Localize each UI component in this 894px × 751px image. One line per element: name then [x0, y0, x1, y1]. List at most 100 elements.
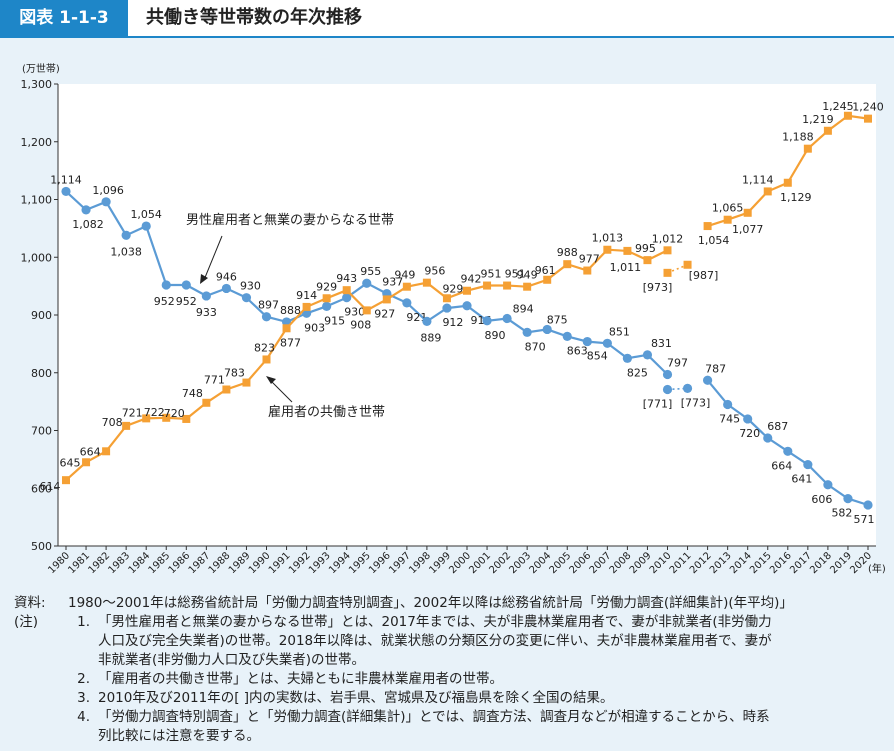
source-label: 資料:: [14, 595, 46, 611]
data-label: 949: [394, 269, 415, 282]
y-tick-label: 500: [31, 540, 52, 553]
x-tick-label: 1986: [167, 550, 193, 576]
x-tick-label: 2004: [528, 550, 554, 576]
annotation-label: 雇用者の共働き世帯: [268, 404, 385, 420]
data-label: 1,114: [50, 173, 82, 186]
note-list: (注) 1. 「男性雇用者と無業の妻からなる世帯」とは、2017年までは、夫が非農林…: [14, 613, 886, 746]
bracket-label: [771]: [643, 397, 673, 410]
x-tick-label: 2019: [828, 550, 854, 576]
series-point: [502, 313, 512, 324]
line-chart: 500 600 700 800 900 1,000 1,100 1,200 1,300 (万世帯)…: [21, 62, 886, 576]
data-label: 951: [481, 268, 502, 281]
x-tick-label: 2016: [768, 550, 794, 576]
data-label: 1,012: [652, 232, 684, 245]
x-tick-label: 1985: [147, 550, 173, 576]
x-tick-label: 1989: [227, 550, 253, 576]
series-point: [483, 281, 492, 290]
series-point: [121, 230, 131, 240]
data-label: 745: [719, 413, 740, 426]
data-label: 942: [461, 273, 482, 286]
note-indent: [14, 651, 68, 670]
data-label: 1,240: [852, 101, 884, 114]
data-label: 929: [442, 282, 463, 295]
series-point: [442, 303, 452, 313]
note-indent: [14, 708, 68, 727]
series-point: [864, 114, 872, 123]
series-point: [723, 399, 733, 410]
series-point: [723, 215, 732, 224]
source-row: 資料: 1980〜2001年は総務省統計局「労働力調査特別調査」、2002年以降…: [14, 594, 886, 613]
series-point: [582, 336, 592, 347]
note-number: 1.: [77, 614, 90, 630]
series-point: [222, 385, 231, 394]
annotation-arrowhead: [266, 376, 276, 384]
x-tick-label: 1991: [267, 550, 293, 576]
data-label: 952: [154, 295, 175, 308]
series-point: [282, 324, 291, 333]
data-label: 977: [579, 253, 600, 266]
note-line: 4. 「労働力調査特別調査」と「労働力調査(詳細集計)」とでは、調査方法、調査月な…: [14, 708, 886, 727]
series-point: [281, 317, 292, 327]
notes-section: 資料: 1980〜2001年は総務省統計局「労働力調査特別調査」、2002年以降…: [14, 594, 886, 746]
x-tick-label: 2006: [568, 550, 594, 576]
x-tick-label: 1997: [387, 550, 413, 576]
series-point: [342, 293, 352, 303]
data-label: 1,011: [610, 261, 642, 274]
note-text: 列比較には注意を要する。: [98, 728, 260, 744]
data-label: 1,114: [742, 173, 774, 186]
series-point: [181, 280, 191, 290]
data-label: 870: [525, 340, 546, 353]
data-label: 708: [102, 416, 123, 429]
x-tick-label: 2009: [628, 550, 654, 576]
x-tick-label: 1983: [106, 550, 132, 576]
data-label: 1,129: [780, 191, 812, 204]
note-number: 2.: [77, 671, 90, 687]
data-label: 933: [196, 306, 217, 319]
data-label: 851: [609, 325, 630, 338]
y-tick-label: 900: [31, 309, 52, 322]
x-tick-label: 2014: [728, 550, 754, 576]
x-axis-label: (年): [868, 562, 886, 575]
series-point: [703, 375, 713, 385]
note-line: 2. 「雇用者の共働き世帯」とは、夫婦ともに非農林業雇用者の世帯。: [14, 670, 886, 689]
x-tick-label: 1987: [187, 550, 213, 576]
series-point: [141, 221, 151, 231]
data-label: 645: [60, 456, 81, 469]
series-point: [241, 293, 252, 303]
series-point: [182, 414, 191, 423]
data-label: 797: [667, 356, 688, 369]
series-point: [82, 458, 91, 467]
series-point: [763, 433, 773, 443]
series-point: [202, 398, 211, 407]
data-label: 787: [705, 362, 726, 375]
data-label: 937: [382, 276, 403, 289]
data-label: 930: [240, 280, 261, 293]
data-label: 863: [567, 344, 588, 357]
data-label: 930: [344, 306, 365, 319]
bracket-point: [663, 268, 672, 277]
x-tick-label: 2010: [648, 550, 674, 576]
data-label: 903: [304, 321, 325, 334]
series-point: [201, 291, 211, 301]
series-point: [322, 294, 331, 303]
data-label: 1,038: [110, 245, 142, 258]
series-point: [843, 494, 853, 504]
x-tick-label: 1993: [307, 550, 333, 576]
series-point: [162, 413, 171, 422]
x-tick-label: 2003: [507, 550, 533, 576]
series-point: [823, 480, 833, 490]
series-point: [342, 286, 351, 295]
bracket-point: [662, 384, 673, 395]
y-tick-label: 1,100: [21, 194, 53, 207]
data-label: 956: [424, 265, 445, 278]
data-label: 995: [635, 242, 656, 255]
series-point: [643, 256, 652, 265]
data-label: 897: [258, 299, 279, 312]
series-point: [522, 327, 532, 337]
figure-label: 図表 1-1-3: [0, 0, 128, 36]
x-tick-label: 1988: [207, 550, 233, 576]
data-label: 955: [360, 265, 381, 278]
series-point: [743, 208, 752, 217]
series-point: [703, 222, 712, 231]
series-point: [402, 282, 411, 291]
